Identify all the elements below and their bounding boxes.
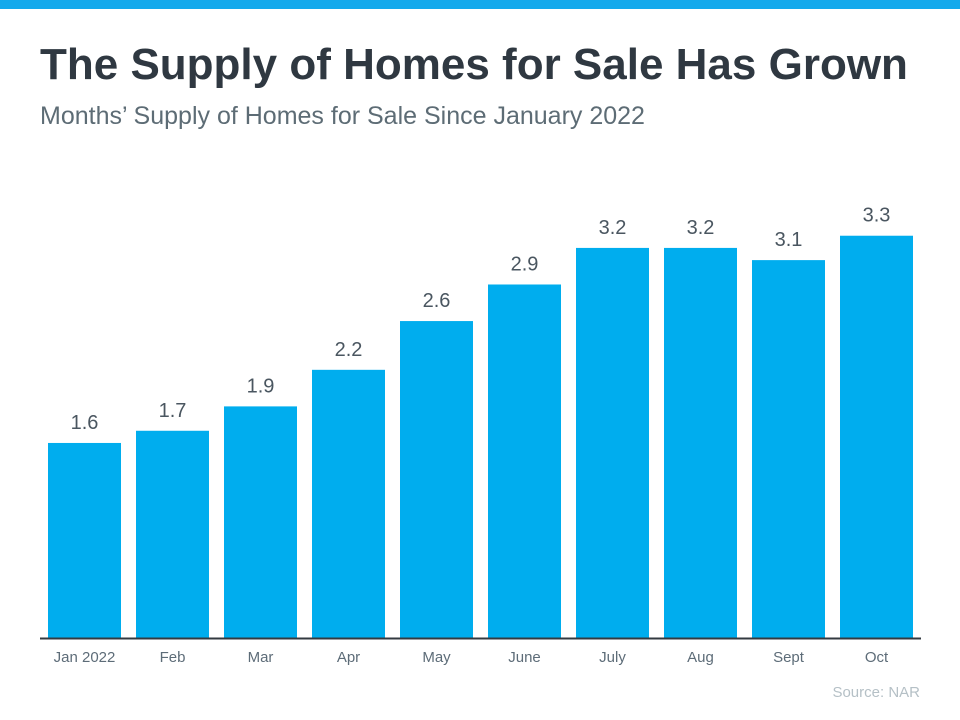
x-tick-label: Feb — [160, 649, 186, 666]
bar-6 — [576, 247, 649, 639]
data-label: 1.6 — [71, 412, 99, 434]
data-label: 2.6 — [423, 290, 451, 312]
top-accent-bar — [0, 0, 960, 9]
data-label: 2.9 — [511, 253, 539, 275]
data-label: 2.2 — [335, 339, 363, 361]
x-tick-label: Mar — [248, 649, 274, 666]
x-tick-label: Aug — [687, 649, 714, 666]
x-tick-label: Apr — [337, 649, 360, 666]
x-tick-label: June — [508, 649, 541, 666]
bar-5 — [488, 284, 561, 638]
bar-8 — [752, 260, 825, 638]
bar-0 — [48, 442, 121, 638]
data-label: 1.9 — [247, 375, 275, 397]
x-tick-label: Jan 2022 — [54, 649, 116, 666]
x-tick-label: Oct — [865, 649, 889, 666]
page-subtitle: Months’ Supply of Homes for Sale Since J… — [40, 102, 645, 130]
data-label: 3.2 — [687, 217, 715, 239]
bar-3 — [312, 369, 385, 638]
x-tick-label: May — [422, 649, 451, 666]
bar-2 — [224, 406, 297, 638]
data-label: 3.3 — [863, 205, 891, 227]
bar-9 — [840, 235, 913, 639]
bar-7 — [664, 247, 737, 639]
x-tick-label: Sept — [773, 649, 805, 666]
x-tick-label: July — [599, 649, 626, 666]
source-note: Source: NAR — [832, 684, 920, 701]
data-label: 1.7 — [159, 400, 187, 422]
data-label: 3.1 — [775, 229, 803, 251]
bar-1 — [136, 430, 209, 638]
page-title: The Supply of Homes for Sale Has Grown — [40, 40, 908, 89]
data-label: 3.2 — [599, 217, 627, 239]
bar-4 — [400, 321, 473, 638]
